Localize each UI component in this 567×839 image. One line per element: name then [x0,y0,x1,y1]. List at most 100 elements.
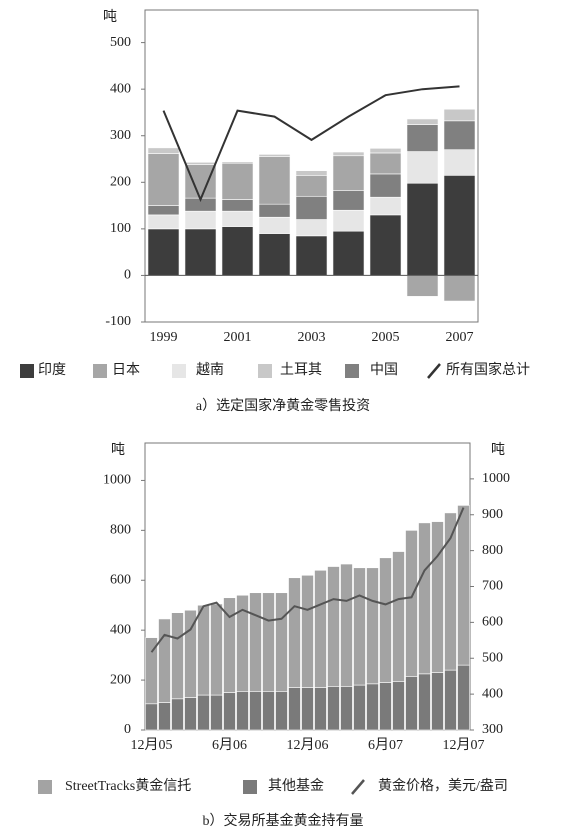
bar [258,203,291,218]
bar [392,681,405,731]
bar [443,175,476,276]
bar [406,118,439,125]
bar [443,120,476,151]
bar [221,161,254,164]
legend-swatch [20,364,34,378]
bar [353,684,366,731]
bar [184,609,197,698]
bar [314,687,327,731]
bar [258,233,291,276]
bar [288,687,301,731]
bar [332,155,365,191]
bar [353,567,366,686]
bar [221,226,254,276]
y-axis-label: 吨 [111,442,125,458]
bar [210,694,223,731]
bar [262,592,275,692]
bar [147,228,180,276]
y2-tick-label: 800 [482,543,503,558]
bar [443,275,476,302]
bar [197,694,210,731]
bar [223,692,236,731]
bar [379,682,392,731]
y2-tick-label: 500 [482,650,503,665]
bar [457,664,470,731]
x-tick-label: 1999 [150,330,178,345]
legend-label: 所有国家总计 [446,361,530,378]
legend-label: 印度 [38,362,66,378]
bar [327,566,340,687]
bar [406,275,439,297]
x-tick-label: 12月05 [131,737,173,753]
bar [171,698,184,731]
y2-tick-label: 300 [482,722,503,737]
legend-label: 黄金价格，美元/盎司 [378,777,508,794]
bar [431,672,444,731]
bar [418,673,431,731]
bar [444,512,457,671]
bar [295,175,328,197]
legend-swatch [38,780,52,794]
bar [221,199,254,212]
bar [249,691,262,731]
bar [457,505,470,666]
line-series [162,85,460,203]
y-tick-label: 200 [110,175,131,190]
bar [369,173,402,198]
bar [418,522,431,675]
bar [327,686,340,731]
y-tick-label: 400 [110,81,131,96]
bar [275,592,288,692]
y-tick-label: 300 [110,128,131,143]
y2-axis-label: 吨 [491,442,505,458]
legend-swatch [258,364,272,378]
y2-tick-label: 400 [482,686,503,701]
bar [314,569,327,688]
bar [369,214,402,276]
y-tick-label: 0 [124,268,131,283]
bar [184,697,197,731]
legend-swatch [427,363,441,379]
bar [392,551,405,682]
bar [366,567,379,685]
bar [236,594,249,692]
bar [145,703,158,731]
bar [197,604,210,696]
bar [210,603,223,696]
chart-caption: b）交易所基金黄金持有量 [203,812,364,829]
bar [258,216,291,234]
bar [443,108,476,122]
bar [184,210,217,230]
bar [366,683,379,731]
bar [332,230,365,276]
bar [236,691,249,731]
legend-label: 越南 [196,362,224,378]
y-tick-label: 100 [110,221,131,236]
legend-label: 土耳其 [280,362,322,378]
legend-swatch [172,364,186,378]
bar [288,577,301,688]
bar [332,190,365,211]
bar [171,612,184,700]
bar [332,151,365,157]
bar [158,702,171,731]
bar [340,563,353,687]
bar [258,156,291,205]
bar [223,597,236,693]
x-tick-label: 12月07 [443,737,485,753]
chart-caption: a）选定国家净黄金零售投资 [196,397,370,414]
y2-tick-label: 600 [482,615,503,630]
y-tick-label: 600 [110,572,131,587]
bar [295,235,328,276]
y-tick-label: 400 [110,622,131,637]
legend-swatch [351,779,365,795]
bar [249,592,262,692]
bar [340,686,353,731]
bar [158,618,171,703]
y2-tick-label: 1000 [482,471,510,486]
y2-tick-label: 900 [482,507,503,522]
bar [147,153,180,206]
bar [406,124,439,152]
bar [301,574,314,688]
